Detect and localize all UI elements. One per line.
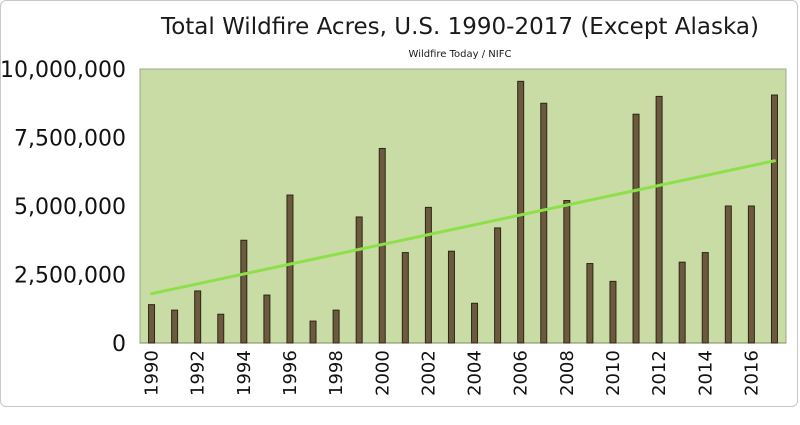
bar-1990 [148,304,156,344]
bar-1999 [355,216,363,344]
bar-1991 [171,309,179,344]
x-tick-label: 2006 [511,350,532,396]
bar-2006 [517,80,525,344]
bar-1997 [309,320,317,344]
bar-1995 [263,294,271,344]
bar-1996 [286,194,294,344]
bar-2012 [655,95,663,344]
bar-2004 [471,302,479,344]
plot-area [139,68,787,344]
bar-2007 [540,102,548,344]
x-tick-label: 1996 [280,350,301,396]
x-tick-label: 2010 [603,350,624,396]
bar-2017 [770,94,778,344]
bar-1998 [332,309,340,344]
x-tick-label: 2002 [418,350,439,396]
bar-1992 [194,290,202,344]
bar-2009 [586,263,594,344]
y-tick-label: 10,000,000 [0,58,126,83]
x-tick-label: 1994 [234,350,255,396]
bar-1993 [217,313,225,344]
y-tick-label: 7,500,000 [14,127,126,152]
y-tick-label: 5,000,000 [14,195,126,220]
x-tick-label: 1998 [326,350,347,396]
bar-2013 [678,261,686,344]
y-tick-label: 2,500,000 [14,264,126,289]
x-tick-label: 2008 [557,350,578,396]
x-tick-label: 1990 [142,350,163,396]
bar-2016 [747,205,755,344]
bar-2008 [563,200,571,344]
chart-subtitle: Wildfire Today / NIFC [408,49,512,60]
bar-2014 [701,252,709,344]
x-tick-label: 1992 [188,350,209,396]
x-tick-label: 2000 [372,350,393,396]
bar-2001 [401,252,409,344]
x-tick-label: 2012 [649,350,670,396]
bar-2005 [494,227,502,344]
x-tick-label: 2016 [741,350,762,396]
y-tick-label: 0 [112,332,126,357]
bar-2015 [724,205,732,344]
bar-2010 [609,280,617,344]
bar-2003 [447,250,455,344]
trendline [150,159,776,296]
bar-2011 [632,113,640,344]
x-tick-label: 2004 [465,350,486,396]
chart-title: Total Wildfire Acres, U.S. 1990-2017 (Ex… [161,14,759,40]
x-tick-label: 2014 [695,350,716,396]
bar-2002 [424,206,432,344]
bar-1994 [240,239,248,344]
